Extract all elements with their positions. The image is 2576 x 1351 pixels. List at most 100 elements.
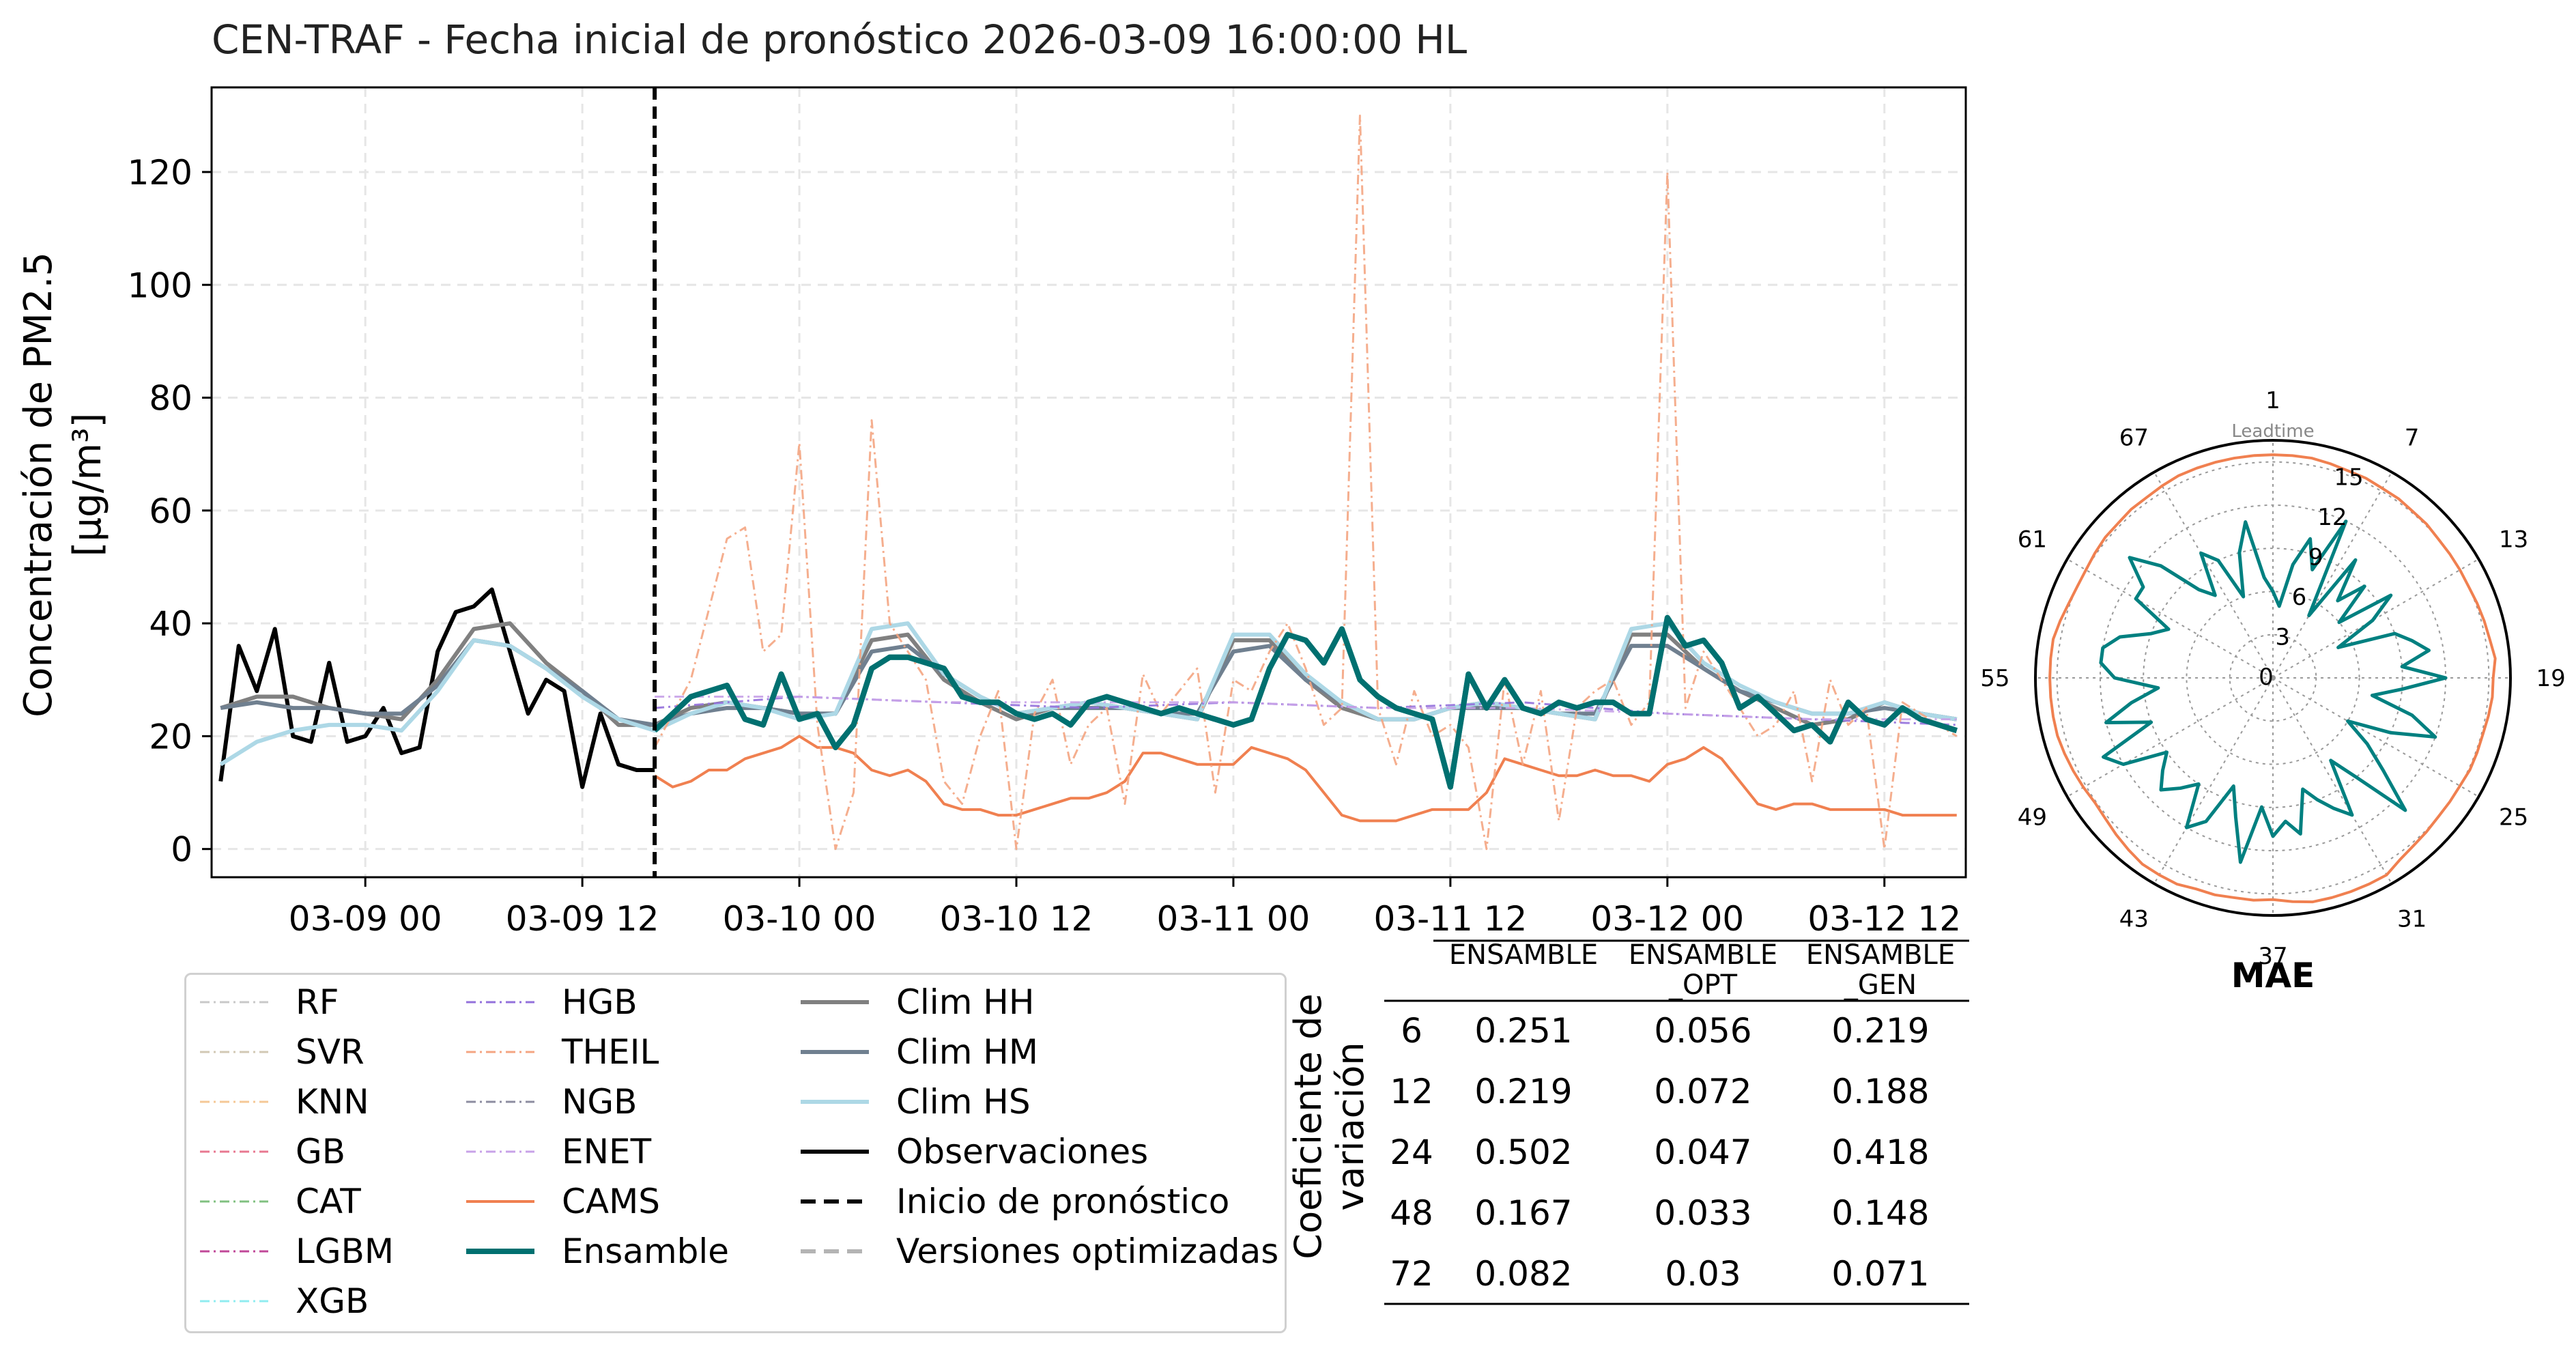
legend-label: HGB	[562, 982, 638, 1022]
legend-item-svr: SVR	[200, 1032, 364, 1072]
polar-spoke	[2272, 472, 2392, 679]
legend-item-clim-hm: Clim HM	[801, 1032, 1038, 1072]
polar-angle-label: 19	[2536, 665, 2566, 692]
x-tick-label: 03-09 00	[289, 899, 442, 939]
plot-frame	[210, 86, 1967, 879]
polar-angle-label: 61	[2018, 526, 2047, 553]
legend-item-cams: CAMS	[466, 1182, 660, 1221]
cv-row-lead: 12	[1390, 1072, 1433, 1111]
y-tick-label: 20	[149, 717, 192, 756]
main-axes: 0 20 40 60 80 100 120 03-09 00 03-09 12 03-10 00 0…	[128, 86, 1967, 939]
series-line-observaciones	[218, 587, 655, 789]
cv-cell: 0.056	[1654, 1011, 1751, 1051]
cv-row-lead: 6	[1401, 1011, 1422, 1051]
legend-label: GB	[296, 1132, 345, 1171]
x-tick-label: 03-12 00	[1590, 899, 1744, 939]
cv-cell: 0.167	[1474, 1193, 1572, 1233]
polar-spoke	[2153, 677, 2274, 884]
y-tick-label: 80	[149, 379, 192, 418]
polar-radial-label: 3	[2275, 624, 2290, 651]
legend-item-rf: RF	[200, 982, 339, 1022]
polar-outer-ring	[2034, 439, 2512, 917]
legend-label: NGB	[562, 1082, 637, 1122]
legend-item-gb: GB	[200, 1132, 345, 1171]
cv-row-lead: 72	[1390, 1254, 1433, 1294]
polar-angle-label: 49	[2018, 804, 2047, 831]
cv-cell: 0.251	[1474, 1011, 1572, 1051]
polar-radial-label: 0	[2259, 664, 2274, 691]
y-tick-label: 40	[149, 604, 192, 644]
legend-item-knn: KNN	[200, 1082, 369, 1122]
polar-radial-label: 9	[2308, 544, 2323, 571]
cv-cell: 0.047	[1654, 1133, 1751, 1172]
y-tick-label: 100	[128, 266, 192, 305]
polar-series-ensamble	[2099, 520, 2448, 864]
legend-item-theil: THEIL	[466, 1032, 659, 1072]
polar-angle-label: 1	[2265, 387, 2280, 414]
polar-series-cams	[2048, 453, 2497, 904]
y-tick-label: 120	[128, 153, 192, 193]
polar-angle-label: 25	[2499, 804, 2528, 831]
legend-label: SVR	[296, 1032, 364, 1072]
legend-label: KNN	[296, 1082, 369, 1122]
main-grid	[212, 87, 1966, 877]
legend: RF SVR KNN GB CAT LGBM XGB HGB THEIL NGB ENET CAMS E…	[184, 973, 1287, 1333]
polar-spoke	[2272, 677, 2479, 797]
cv-cell: 0.188	[1831, 1072, 1929, 1111]
polar-angle-label: 7	[2405, 424, 2420, 451]
polar-angle-label: 67	[2119, 424, 2149, 451]
polar-angle-label: 13	[2499, 526, 2528, 553]
series-line-cams	[654, 735, 1957, 823]
legend-item-ngb: NGB	[466, 1082, 637, 1122]
polar-angle-label: 31	[2397, 906, 2427, 933]
legend-item-ensamble: Ensamble	[466, 1232, 729, 1271]
series-line-theil	[653, 114, 1958, 851]
polar-angle-label: 55	[1980, 665, 2009, 692]
chart-title: CEN-TRAF - Fecha inicial de pronóstico 2…	[212, 16, 1467, 63]
cv-cell: 0.219	[1474, 1072, 1572, 1111]
main-ylabel-line2: [μg/m³]	[66, 413, 110, 557]
legend-label: XGB	[296, 1281, 369, 1321]
cv-cell: 0.03	[1665, 1254, 1741, 1294]
x-tick-label: 03-10 00	[723, 899, 876, 939]
legend-label: Clim HM	[896, 1032, 1038, 1072]
cv-table-ylabel: Coeficiente de variación	[1287, 993, 1372, 1259]
legend-label: CAT	[296, 1182, 361, 1221]
cv-header: ENSAMBLE	[1629, 939, 1777, 971]
legend-label: LGBM	[296, 1232, 394, 1271]
main-line-chart: 0 20 40 60 80 100 120 03-09 00 03-09 12 03-10 00 0…	[128, 86, 1967, 939]
polar-angle-label: 43	[2119, 906, 2149, 933]
polar-spoke	[2067, 558, 2274, 679]
polar-ring	[2143, 547, 2403, 808]
legend-item-lgbm: LGBM	[200, 1232, 394, 1271]
cv-cell: 0.072	[1654, 1072, 1751, 1111]
legend-label: Ensamble	[562, 1232, 729, 1271]
cv-header: ENSAMBLE	[1806, 939, 1955, 971]
legend-label: Clim HS	[896, 1082, 1031, 1122]
polar-title: MAE	[2231, 956, 2315, 995]
cv-header: ENSAMBLE	[1449, 939, 1598, 971]
legend-label: Inicio de pronóstico	[896, 1182, 1229, 1221]
legend-item-enet: ENET	[466, 1132, 652, 1171]
x-tick-label: 03-09 12	[506, 899, 659, 939]
x-tick-label: 03-11 00	[1157, 899, 1311, 939]
polar-theta-label: Leadtime	[2231, 421, 2314, 442]
legend-item-clim-hh: Clim HH	[801, 982, 1035, 1022]
legend-item-versiones-optimizadas: Versiones optimizadas	[801, 1232, 1278, 1271]
main-ylabel-line1: Concentración de PM2.5	[16, 252, 61, 717]
legend-label: RF	[296, 982, 339, 1022]
polar-spoke	[2153, 472, 2274, 679]
cv-cell: 0.418	[1831, 1133, 1929, 1172]
cv-cell: 0.033	[1654, 1193, 1751, 1233]
x-tick-label: 03-10 12	[940, 899, 1093, 939]
cv-cell: 0.502	[1474, 1133, 1572, 1172]
main-series-group	[218, 114, 1958, 851]
legend-item-hgb: HGB	[466, 982, 638, 1022]
legend-label: THEIL	[561, 1032, 659, 1072]
cv-row-lead: 24	[1390, 1133, 1433, 1172]
legend-label: ENET	[562, 1132, 652, 1171]
legend-label: Versiones optimizadas	[896, 1232, 1278, 1271]
legend-item-inicio-de-pron-stico: Inicio de pronóstico	[801, 1182, 1229, 1221]
cv-cell: 0.071	[1831, 1254, 1929, 1294]
